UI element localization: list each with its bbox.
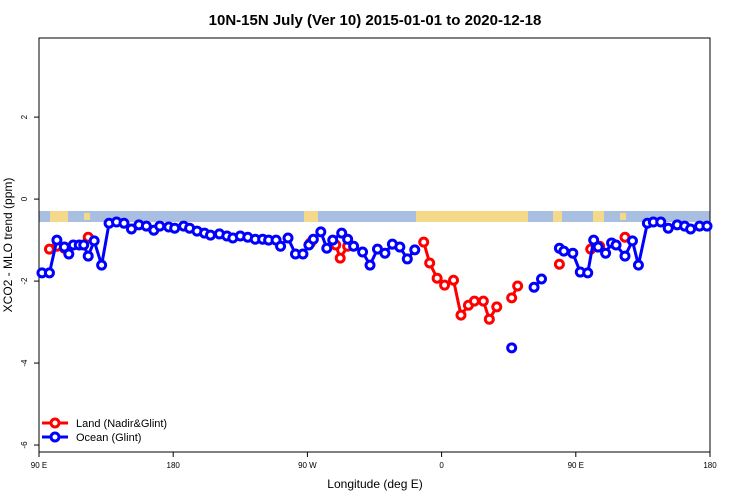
data-point	[394, 241, 406, 253]
data-point	[567, 247, 579, 259]
data-point	[401, 253, 413, 265]
data-point	[169, 222, 181, 234]
y-tick-label: 2	[20, 114, 29, 119]
data-point	[553, 258, 565, 270]
data-point	[43, 267, 55, 279]
data-point	[275, 240, 287, 252]
data-point	[379, 247, 391, 259]
data-point	[348, 240, 360, 252]
chart-title: 10N-15N July (Ver 10) 2015-01-01 to 2020…	[209, 12, 542, 29]
data-point	[63, 248, 75, 260]
data-point	[357, 246, 369, 258]
data-point	[88, 235, 100, 247]
data-point	[327, 234, 339, 246]
data-point	[512, 280, 524, 292]
data-point	[297, 248, 309, 260]
data-point	[307, 233, 319, 245]
y-tick-label: 0	[20, 196, 29, 201]
data-point	[51, 234, 63, 246]
data-point	[321, 242, 333, 254]
data-point	[685, 223, 697, 235]
data-point	[448, 274, 460, 286]
data-point	[491, 301, 503, 313]
data-point	[592, 241, 604, 253]
x-tick-label: 90 E	[568, 461, 584, 470]
data-point	[655, 216, 667, 228]
data-point	[282, 232, 294, 244]
data-point	[204, 229, 216, 241]
data-point	[468, 295, 480, 307]
data-point	[315, 226, 327, 238]
data-point	[364, 259, 376, 271]
data-point	[701, 220, 713, 232]
y-tick-label: -2	[20, 277, 29, 285]
data-point	[96, 259, 108, 271]
data-point	[506, 292, 518, 304]
data-point	[506, 342, 518, 354]
legend-marker	[49, 417, 61, 429]
data-point	[455, 309, 467, 321]
data-point	[418, 236, 430, 248]
data-point	[536, 273, 548, 285]
legend-label: Ocean (Glint)	[76, 432, 141, 444]
data-point	[82, 250, 94, 262]
data-point	[610, 239, 622, 251]
x-tick-label: 180	[703, 461, 717, 470]
x-tick-label: 180	[167, 461, 181, 470]
data-point	[424, 257, 436, 269]
x-tick-label: 90 E	[31, 461, 47, 470]
data-point	[431, 272, 443, 284]
y-axis-label: XCO2 - MLO trend (ppm)	[1, 178, 15, 313]
legend-label: Land (Nadir&Glint)	[76, 418, 167, 430]
x-axis-label: Longitude (deg E)	[327, 477, 422, 491]
data-point	[582, 267, 594, 279]
y-tick-label: -4	[20, 359, 29, 367]
data-point	[439, 279, 451, 291]
data-point	[528, 281, 540, 293]
data-point	[600, 247, 612, 259]
data-point	[78, 239, 90, 251]
y-tick-label: -6	[20, 441, 29, 449]
data-point	[342, 233, 354, 245]
data-point	[626, 235, 638, 247]
data-point	[632, 259, 644, 271]
data-point	[558, 245, 570, 257]
data-point	[662, 222, 674, 234]
data-point	[477, 295, 489, 307]
data-point	[483, 313, 495, 325]
data-point	[334, 252, 346, 264]
data-point	[154, 220, 166, 232]
data-point	[619, 250, 631, 262]
plot-frame	[38, 37, 711, 453]
x-tick-label: 0	[439, 461, 444, 470]
data-point	[409, 244, 421, 256]
data-point	[336, 227, 348, 239]
x-tick-label: 90 W	[298, 461, 317, 470]
map-strip	[39, 211, 710, 222]
legend-marker	[49, 431, 61, 443]
data-point	[118, 217, 130, 229]
